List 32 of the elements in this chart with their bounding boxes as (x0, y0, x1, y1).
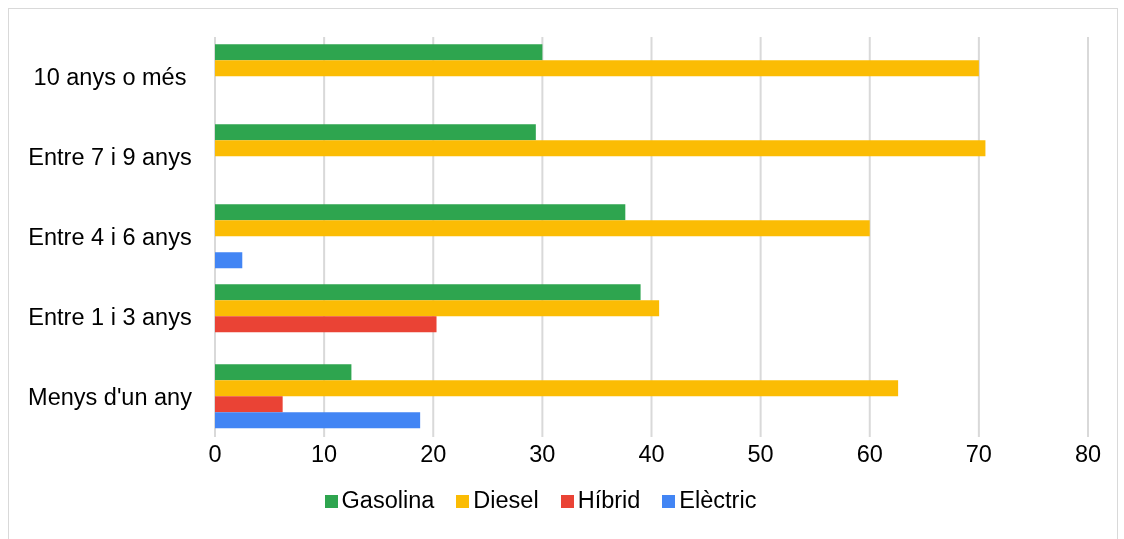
x-tick-label: 60 (856, 440, 883, 467)
bar (215, 284, 641, 301)
legend-label: Diesel (473, 487, 539, 513)
x-tick-label: 0 (208, 440, 222, 467)
x-tick-label: 70 (965, 440, 992, 467)
bar (215, 300, 660, 317)
bar (215, 364, 352, 381)
y-tick-label: 10 anys o més (33, 64, 187, 90)
x-tick-label: 10 (311, 440, 338, 467)
x-tick-label: 20 (420, 440, 447, 467)
x-tick-label: 40 (638, 440, 665, 467)
x-tick-label: 30 (529, 440, 556, 467)
bar (215, 44, 543, 61)
bar (215, 396, 283, 413)
bar (215, 220, 870, 237)
y-tick-label: Entre 7 i 9 anys (28, 144, 192, 170)
bar (215, 60, 979, 77)
legend-label: Híbrid (577, 487, 641, 513)
x-tick-label: 80 (1074, 440, 1102, 467)
bar (215, 124, 536, 141)
bar (215, 316, 437, 333)
y-tick-label: Entre 4 i 6 anys (28, 224, 192, 250)
legend-label: Gasolina (341, 487, 435, 513)
bar (215, 204, 626, 221)
bar (215, 140, 986, 157)
y-tick-label: Menys d'un any (28, 384, 193, 410)
y-tick-label: Entre 1 i 3 anys (28, 304, 192, 330)
x-tick-label: 50 (747, 440, 774, 467)
legend-label: Elèctric (679, 487, 757, 513)
bar (215, 252, 243, 269)
bar (215, 412, 421, 429)
bar (215, 380, 899, 397)
